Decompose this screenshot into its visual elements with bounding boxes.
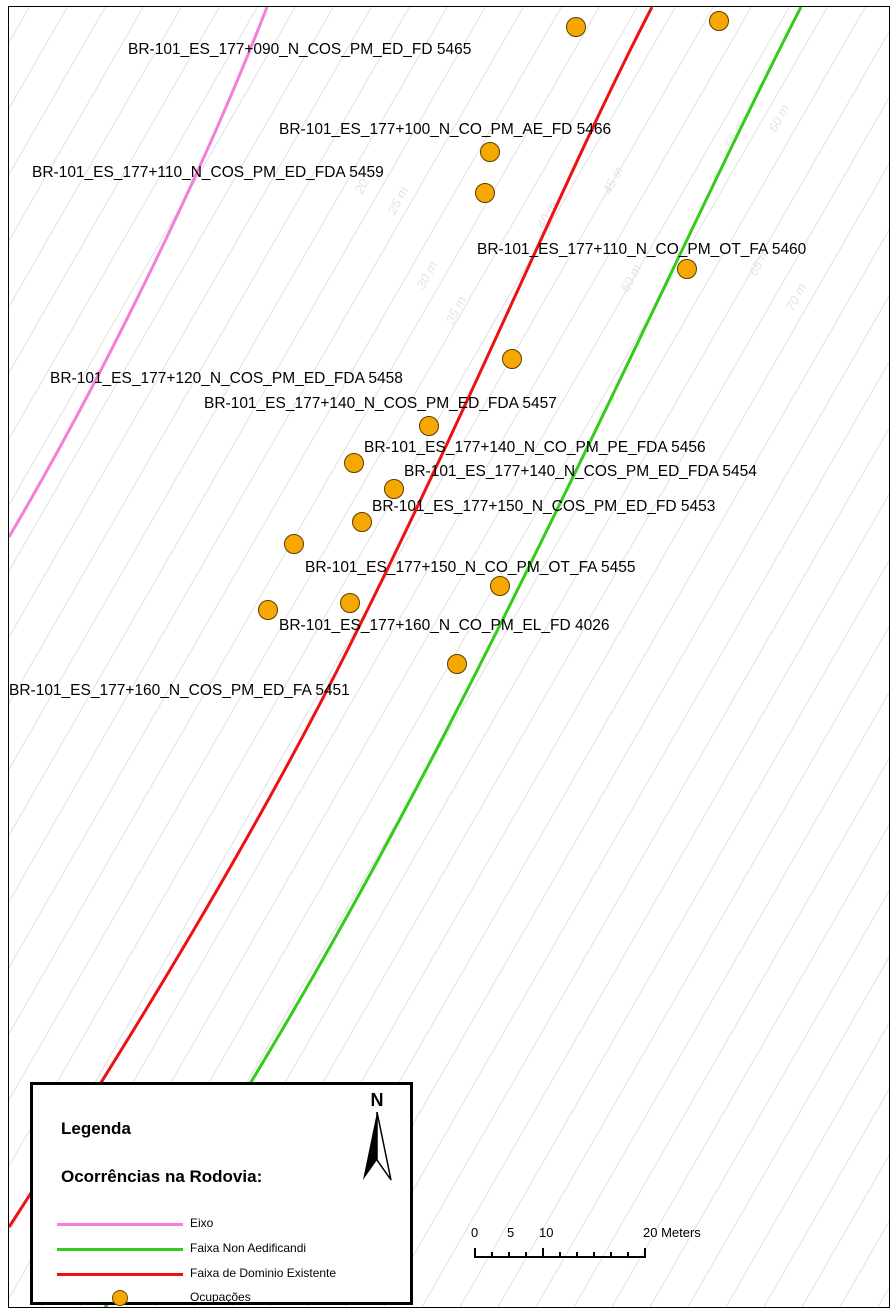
occurrence-label[interactable]: BR-101_ES_177+150_N_CO_PM_OT_FA 5455 [305, 559, 635, 576]
legend-subtitle: Ocorrências na Rodovia: [61, 1167, 263, 1186]
scale-bar-graphic [474, 1248, 646, 1258]
legend-item-dominio: Faixa de Dominio Existente [33, 1264, 403, 1284]
distance-line [345, 361, 889, 1307]
occupation-point[interactable] [480, 142, 500, 162]
legend-panel: Legenda Ocorrências na Rodovia: Eixo Fai… [30, 1082, 413, 1307]
distance-line [459, 559, 889, 1307]
distance-line [9, 7, 334, 573]
occupation-point[interactable] [566, 17, 586, 37]
distance-line [9, 7, 562, 969]
legend-label-eixo: Eixo [190, 1216, 214, 1230]
occupation-point[interactable] [502, 349, 522, 369]
distance-line [9, 7, 258, 440]
distance-line [763, 1088, 889, 1307]
legend-label-dominio: Faixa de Dominio Existente [190, 1266, 337, 1280]
distance-line [9, 7, 296, 506]
occurrence-label[interactable]: BR-101_ES_177+160_N_CO_PM_EL_FD 4026 [279, 617, 609, 634]
occupation-point[interactable] [709, 11, 729, 31]
occupation-points [258, 11, 729, 674]
occupation-labels: BR-101_ES_177+090_N_COS_PM_ED_FD 5465 BR-… [9, 41, 807, 699]
north-letter: N [370, 1090, 384, 1110]
distance-line [9, 7, 486, 837]
occurrence-label[interactable]: BR-101_ES_177+100_N_CO_PM_AE_FD 5466 [279, 121, 611, 138]
ocupacoes-swatch [112, 1290, 128, 1306]
occupation-point[interactable] [419, 416, 439, 436]
occurrence-label[interactable]: BR-101_ES_177+140_N_COS_PM_ED_FDA 5457 [204, 395, 557, 412]
occupation-point[interactable] [384, 479, 404, 499]
occupation-point[interactable] [475, 183, 495, 203]
occurrence-label[interactable]: BR-101_ES_177+140_N_COS_PM_ED_FDA 5454 [404, 463, 757, 480]
occupation-point[interactable] [447, 654, 467, 674]
distance-line [307, 295, 889, 1307]
distance-label: 70 m [782, 281, 809, 314]
occurrence-label[interactable]: BR-101_ES_177+090_N_COS_PM_ED_FD 5465 [128, 41, 471, 58]
distance-line [497, 625, 889, 1307]
north-arrow-icon [363, 1112, 392, 1181]
occurrence-label[interactable]: BR-101_ES_177+110_N_CO_PM_OT_FA 5460 [477, 241, 807, 258]
distance-line [611, 823, 889, 1307]
scale-tick-0: 0 [471, 1225, 479, 1240]
distance-line [9, 7, 410, 705]
distance-line [9, 7, 220, 374]
occurrence-label[interactable]: BR-101_ES_177+120_N_COS_PM_ED_FDA 5458 [50, 370, 403, 387]
map-frame: 20 m 25 m 30 m 35 m 40 m 45 m 50 m 55 m 60 m 65 m… [8, 6, 890, 1308]
distance-line [9, 7, 144, 242]
legend-item-non-aedificandi: Faixa Non Aedificandi [33, 1239, 403, 1259]
dominio-swatch [57, 1273, 183, 1276]
legend-item-ocupacoes: Ocupações [33, 1288, 403, 1307]
legend-title: Legenda [61, 1119, 131, 1138]
eixo-swatch [57, 1223, 183, 1226]
occupation-point[interactable] [352, 512, 372, 532]
occupation-point[interactable] [677, 259, 697, 279]
distance-label: 35 m [442, 294, 469, 327]
occupation-point[interactable] [258, 600, 278, 620]
occupation-point[interactable] [490, 576, 510, 596]
legend-label-ocupacoes: Ocupações [190, 1290, 251, 1304]
occupation-point[interactable] [340, 593, 360, 613]
occurrence-label[interactable]: BR-101_ES_177+150_N_COS_PM_ED_FD 5453 [372, 498, 715, 515]
distance-line [421, 493, 889, 1307]
distance-line [9, 7, 372, 639]
scale-tick-20: 20 Meters [643, 1225, 701, 1240]
north-arrow: N [357, 1090, 397, 1181]
occurrence-label[interactable]: BR-101_ES_177+160_N_COS_PM_ED_FA 5451 [9, 682, 350, 699]
distance-label: 45 m [599, 164, 626, 197]
scale-tick-5: 5 [507, 1225, 515, 1240]
scale-bar: 0 5 10 20 Meters [471, 1225, 731, 1285]
occupation-point[interactable] [344, 453, 364, 473]
distance-line [9, 7, 182, 308]
occupation-point[interactable] [284, 534, 304, 554]
legend-label-non-aedificandi: Faixa Non Aedificandi [190, 1241, 307, 1255]
occurrence-label[interactable]: BR-101_ES_177+140_N_CO_PM_PE_FDA 5456 [364, 439, 706, 456]
non-aedificandi-swatch [57, 1248, 183, 1251]
distance-line [687, 956, 889, 1307]
legend-item-eixo: Eixo [33, 1214, 403, 1234]
faixa-dominio-line [9, 7, 654, 1228]
distance-line [649, 890, 889, 1307]
distance-line [9, 7, 600, 1035]
distance-line [877, 1286, 889, 1307]
distance-line [9, 7, 448, 771]
distance-line [9, 7, 638, 1101]
distance-line [839, 1220, 889, 1307]
distance-line [9, 7, 524, 903]
distance-line [725, 1022, 889, 1307]
scale-tick-10: 10 [539, 1225, 554, 1240]
distance-line [573, 757, 889, 1307]
distance-label: 25 m [384, 184, 411, 218]
distance-label: 30 m [413, 259, 440, 292]
eixo-line [9, 7, 269, 538]
distance-line [383, 427, 889, 1307]
occurrence-label[interactable]: BR-101_ES_177+110_N_COS_PM_ED_FDA 5459 [32, 164, 384, 181]
distance-line [535, 691, 889, 1307]
